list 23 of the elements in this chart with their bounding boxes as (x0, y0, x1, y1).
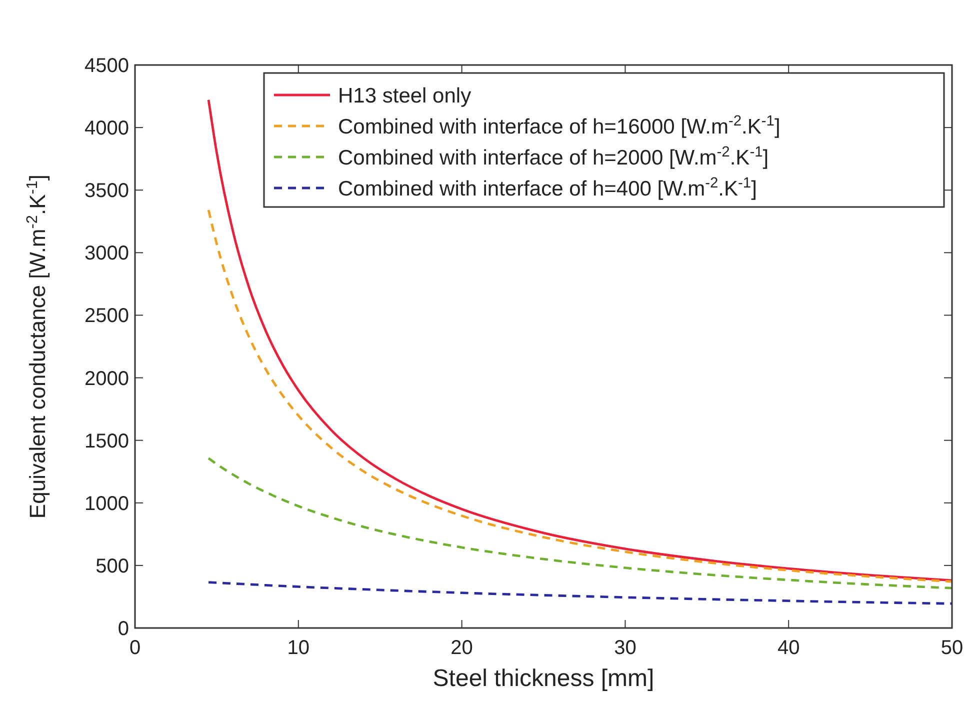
y-tick-label: 0 (118, 618, 129, 640)
y-tick-label: 3000 (84, 242, 129, 265)
x-tick-label: 20 (450, 637, 473, 659)
legend-label: Combined with interface of h=2000 [W.m$^{-2}$.K$^{-1}$] (338, 144, 769, 170)
x-tick-label: 10 (287, 637, 310, 659)
x-tick-label: 50 (940, 637, 964, 659)
x-axis-title: Steel thickness [mm] (432, 665, 654, 692)
y-tick-label: 3500 (84, 180, 129, 202)
line-series (207, 457, 954, 590)
legend-label: Combined with interface of h=400 [W.m$^{-2}$.K$^{-1}$] (338, 175, 757, 200)
y-tick-label: 4500 (84, 55, 129, 77)
x-tick-label: 40 (777, 637, 800, 659)
y-tick-label: 4000 (84, 118, 129, 140)
y-tick-label: 1500 (84, 430, 129, 452)
line-series (207, 208, 954, 583)
legend-label: Combined with interface of h=16000 [W.m$^{-2}$.K$^{-1}$] (338, 113, 780, 138)
legend-label: H13 steel only (338, 84, 472, 108)
line-series (207, 581, 954, 605)
y-tick-label: 1000 (84, 492, 129, 515)
y-tick-label: 2000 (84, 368, 129, 390)
y-tick-label: 500 (96, 555, 129, 578)
y-tick-label: 2500 (84, 305, 129, 328)
x-tick-label: 30 (614, 637, 636, 659)
